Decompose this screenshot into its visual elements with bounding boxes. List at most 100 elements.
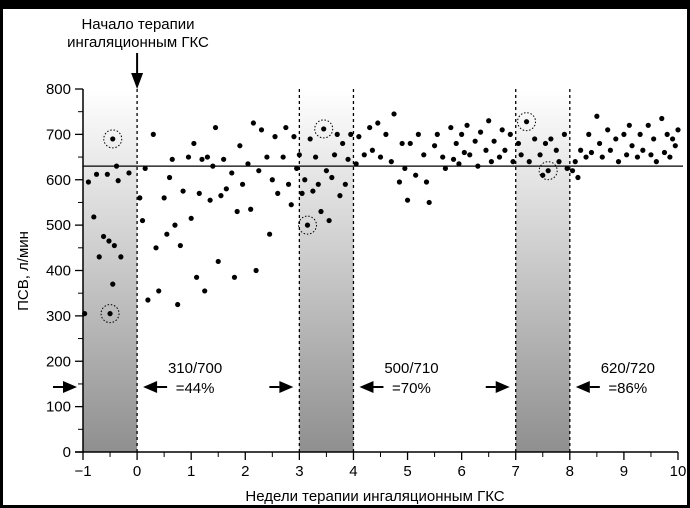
data-point-146 — [564, 165, 570, 172]
data-point-20 — [145, 297, 151, 303]
data-point-9 — [107, 311, 113, 317]
data-point-166 — [637, 131, 643, 137]
data-point-158 — [607, 147, 613, 153]
data-point-136 — [526, 159, 532, 165]
data-point-103 — [407, 140, 413, 147]
data-point-92 — [367, 124, 373, 131]
data-point-88 — [348, 131, 354, 137]
data-point-104 — [413, 172, 419, 178]
data-point-39 — [204, 154, 211, 160]
window-arrow-left-3 — [485, 381, 510, 393]
y-tick-label-700: 700 — [46, 126, 71, 143]
data-point-70 — [299, 190, 305, 196]
data-point-79 — [323, 168, 330, 174]
window-arrow-left-1 — [53, 381, 77, 393]
data-point-176 — [669, 136, 676, 142]
data-point-28 — [172, 222, 178, 228]
x-tick-label-6: 4 — [349, 463, 357, 480]
data-point-129 — [499, 127, 505, 133]
shaded-window-1 — [83, 89, 138, 452]
data-point-81 — [329, 174, 335, 181]
window-arrow-right-3-head — [575, 381, 590, 393]
data-point-23 — [156, 288, 162, 294]
data-point-147 — [569, 168, 576, 174]
data-point-80 — [326, 217, 332, 224]
data-point-94 — [375, 120, 381, 126]
window-percent-label-2: =70% — [392, 380, 431, 397]
data-point-90 — [356, 134, 362, 140]
data-point-74 — [310, 188, 316, 194]
data-point-53 — [248, 206, 254, 212]
data-point-100 — [399, 140, 405, 147]
data-point-52 — [245, 161, 251, 167]
data-point-108 — [426, 199, 432, 206]
x-tick-label-5: 3 — [295, 463, 303, 480]
y-tick-label-800: 800 — [46, 81, 71, 98]
data-point-72 — [304, 222, 311, 228]
data-point-8 — [106, 238, 112, 244]
data-point-132 — [510, 159, 516, 165]
data-point-82 — [331, 152, 338, 158]
data-point-96 — [383, 131, 389, 137]
data-point-157 — [605, 127, 611, 133]
data-point-14 — [110, 136, 116, 142]
data-point-17 — [137, 195, 143, 201]
y-axis-label: ПСВ, л/мин — [15, 231, 32, 311]
data-point-127 — [491, 138, 497, 144]
data-point-128 — [496, 154, 503, 160]
x-tick-label-8: 6 — [457, 463, 465, 480]
data-point-49 — [234, 208, 240, 215]
data-point-7 — [104, 171, 110, 177]
data-point-85 — [340, 140, 346, 147]
data-point-77 — [318, 208, 324, 215]
x-tick-label-11: 9 — [620, 463, 628, 480]
data-point-143 — [553, 147, 559, 153]
data-point-164 — [629, 143, 635, 149]
y-tick-label-600: 600 — [46, 172, 71, 189]
x-tick-label-2: 0 — [133, 463, 141, 480]
data-point-131 — [507, 131, 513, 137]
y-tick-label-200: 200 — [46, 353, 71, 370]
x-tick-label-12: 10 — [670, 463, 687, 480]
data-point-86 — [342, 181, 348, 187]
data-point-125 — [486, 118, 492, 124]
data-point-167 — [640, 147, 646, 153]
data-point-21 — [150, 131, 156, 137]
data-point-101 — [402, 165, 408, 172]
highlight-circle-1 — [103, 129, 123, 149]
data-point-173 — [661, 149, 668, 156]
data-point-87 — [345, 156, 351, 162]
data-point-16 — [126, 170, 132, 176]
data-point-171 — [653, 159, 659, 165]
data-point-99 — [396, 179, 403, 185]
data-point-145 — [561, 131, 568, 137]
data-point-117 — [459, 131, 465, 137]
data-point-174 — [664, 131, 670, 137]
shaded-window-2 — [299, 89, 354, 452]
data-point-118 — [461, 149, 467, 156]
data-point-68 — [294, 165, 300, 172]
data-point-45 — [221, 156, 227, 162]
data-point-63 — [280, 154, 286, 160]
data-point-105 — [415, 131, 421, 137]
window-percent-label-3: =86% — [608, 380, 647, 397]
data-point-114 — [450, 156, 457, 162]
annotations: 310/700 =44% 500/710 =70% 620/720 =86% — [53, 53, 655, 397]
data-point-4 — [93, 171, 100, 177]
data-point-2 — [85, 179, 92, 185]
data-point-175 — [667, 154, 673, 160]
data-point-25 — [164, 231, 170, 237]
data-points — [82, 111, 681, 317]
data-point-154 — [594, 113, 600, 119]
data-point-12 — [113, 163, 120, 169]
y-tick-label-300: 300 — [46, 308, 71, 325]
data-point-37 — [199, 156, 205, 162]
data-point-13 — [115, 178, 121, 184]
data-point-47 — [229, 170, 235, 176]
data-point-106 — [421, 152, 427, 158]
data-point-46 — [223, 186, 229, 192]
data-point-177 — [672, 143, 678, 149]
data-point-38 — [202, 288, 208, 294]
